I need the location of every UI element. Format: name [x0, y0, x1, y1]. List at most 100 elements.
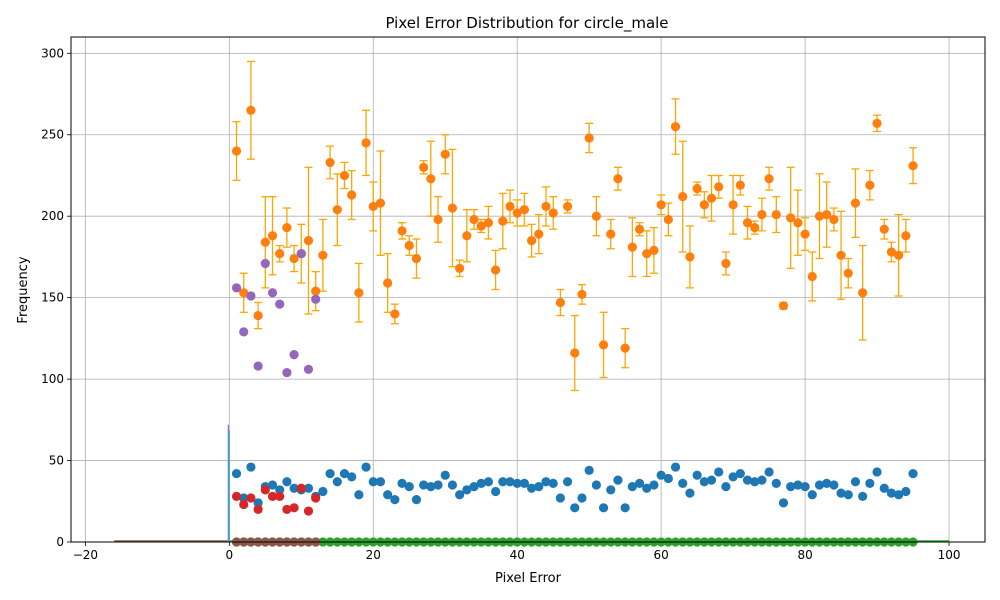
- data-point: [289, 253, 299, 264]
- data-point: [620, 343, 630, 353]
- data-point: [246, 291, 256, 301]
- data-point: [786, 213, 796, 223]
- x-tick-label: 0: [226, 548, 234, 562]
- data-point: [678, 478, 688, 488]
- data-point: [562, 477, 573, 487]
- data-point: [246, 105, 256, 115]
- data-point: [728, 472, 738, 482]
- data-point: [570, 348, 580, 358]
- data-point: [397, 226, 407, 236]
- data-point: [577, 493, 587, 503]
- data-point: [260, 258, 270, 269]
- data-point: [383, 490, 393, 500]
- data-point: [519, 478, 530, 488]
- data-point: [267, 480, 278, 490]
- data-point: [721, 482, 731, 492]
- data-point: [296, 483, 306, 493]
- data-point: [562, 201, 573, 212]
- data-point: [275, 299, 285, 309]
- data-point: [339, 170, 350, 181]
- y-tick-label: 250: [41, 128, 64, 142]
- data-point: [498, 477, 508, 487]
- data-point: [311, 493, 321, 503]
- data-point: [721, 258, 731, 269]
- data-point: [735, 468, 745, 479]
- data-point: [231, 283, 242, 293]
- y-tick-label: 100: [41, 372, 64, 386]
- data-point: [598, 503, 609, 513]
- data-point: [303, 364, 314, 374]
- data-point: [347, 472, 357, 482]
- x-tick-label: 100: [938, 548, 961, 562]
- data-point: [742, 475, 753, 485]
- data-point: [584, 133, 594, 143]
- data-point: [419, 480, 429, 490]
- data-point: [505, 201, 515, 212]
- data-point: [282, 504, 292, 515]
- data-point: [332, 205, 342, 215]
- data-point: [289, 503, 299, 513]
- data-point: [260, 237, 270, 247]
- data-point: [303, 506, 314, 516]
- data-point: [649, 480, 659, 490]
- data-point: [375, 198, 386, 208]
- data-point: [404, 240, 414, 251]
- data-point: [476, 221, 486, 231]
- data-point: [433, 480, 443, 490]
- data-point: [728, 200, 738, 210]
- data-point: [289, 350, 299, 360]
- data-point: [714, 467, 724, 477]
- data-point: [901, 486, 911, 497]
- y-tick-label: 200: [41, 209, 64, 223]
- data-point: [757, 475, 767, 485]
- data-point: [606, 229, 616, 239]
- data-point: [368, 477, 378, 487]
- data-point: [267, 231, 278, 241]
- data-point: [706, 193, 717, 203]
- data-point: [462, 231, 472, 241]
- data-point: [361, 462, 371, 472]
- data-point: [764, 174, 774, 184]
- data-point: [735, 180, 745, 190]
- data-point: [253, 498, 263, 508]
- data-point: [426, 174, 436, 184]
- data-point: [253, 504, 263, 515]
- data-point: [843, 268, 853, 278]
- data-point: [908, 161, 918, 171]
- data-point: [375, 477, 386, 487]
- y-tick-label: 0: [56, 535, 64, 549]
- data-point: [491, 486, 501, 497]
- y-tick-label: 150: [41, 291, 64, 305]
- data-point: [886, 247, 897, 257]
- data-point: [872, 467, 882, 477]
- data-point: [699, 477, 709, 487]
- data-point: [246, 462, 256, 472]
- data-point: [591, 480, 601, 490]
- data-point: [548, 208, 558, 218]
- axes-frame: [70, 36, 986, 543]
- plot-area: [114, 60, 950, 547]
- data-point: [455, 263, 465, 273]
- data-point: [836, 488, 846, 498]
- data-point: [850, 198, 861, 208]
- data-point: [275, 249, 285, 259]
- data-point: [577, 289, 587, 299]
- data-point: [325, 468, 335, 479]
- data-point: [865, 180, 875, 190]
- data-point: [742, 218, 753, 228]
- data-point: [541, 477, 551, 487]
- data-point: [253, 361, 263, 371]
- data-point: [354, 490, 364, 500]
- data-point: [714, 182, 724, 192]
- data-point: [692, 470, 702, 480]
- x-tick-label: 60: [654, 548, 669, 562]
- data-point: [361, 138, 371, 148]
- data-point: [764, 467, 774, 477]
- data-point: [685, 252, 695, 262]
- data-point: [390, 495, 400, 505]
- data-point: [771, 478, 781, 488]
- data-point: [231, 491, 242, 501]
- data-point: [822, 478, 832, 488]
- data-point: [455, 490, 465, 500]
- data-point: [289, 483, 299, 493]
